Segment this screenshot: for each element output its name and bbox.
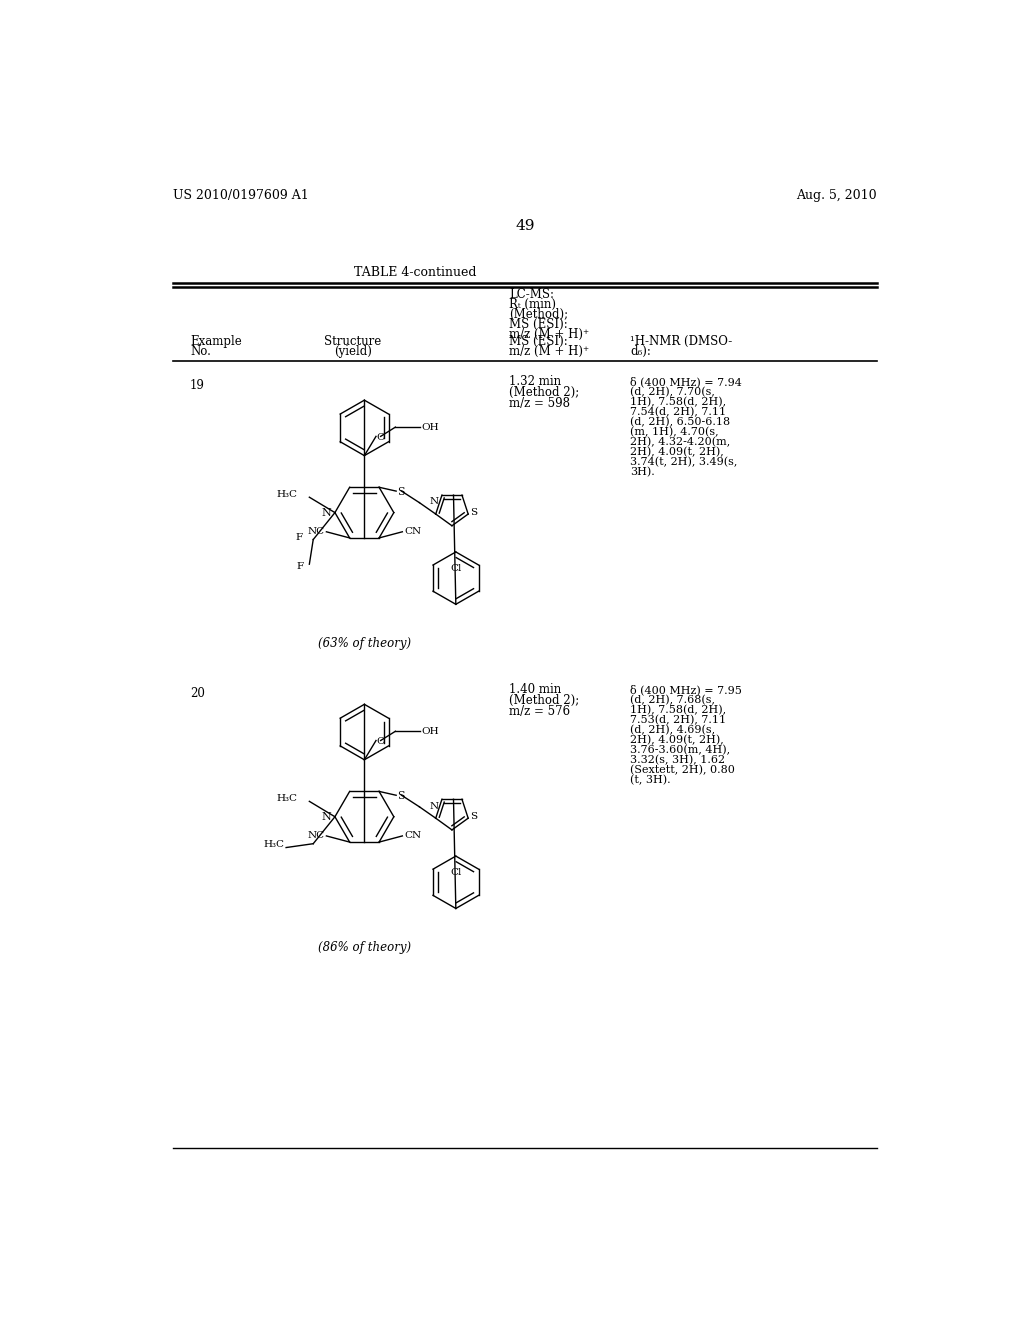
Text: Aug. 5, 2010: Aug. 5, 2010 <box>796 189 877 202</box>
Text: (d, 2H), 7.70(s,: (d, 2H), 7.70(s, <box>630 387 715 397</box>
Text: m/z = 598: m/z = 598 <box>509 397 570 409</box>
Text: 20: 20 <box>190 686 205 700</box>
Text: NC: NC <box>308 832 325 841</box>
Text: Cl: Cl <box>451 564 462 573</box>
Text: d₆):: d₆): <box>630 345 651 358</box>
Text: (m, 1H), 4.70(s,: (m, 1H), 4.70(s, <box>630 426 719 437</box>
Text: H₃C: H₃C <box>263 840 285 849</box>
Text: 1H), 7.58(d, 2H),: 1H), 7.58(d, 2H), <box>630 396 726 407</box>
Text: 1H), 7.58(d, 2H),: 1H), 7.58(d, 2H), <box>630 705 726 715</box>
Text: δ (400 MHz) = 7.95: δ (400 MHz) = 7.95 <box>630 684 742 696</box>
Text: ¹H-NMR (DMSO-: ¹H-NMR (DMSO- <box>630 335 732 348</box>
Text: O: O <box>377 737 385 746</box>
Text: m/z = 576: m/z = 576 <box>509 705 570 718</box>
Text: 2H), 4.09(t, 2H),: 2H), 4.09(t, 2H), <box>630 734 724 744</box>
Text: N: N <box>430 498 439 507</box>
Text: 1.32 min: 1.32 min <box>509 375 561 388</box>
Text: 2H), 4.32-4.20(m,: 2H), 4.32-4.20(m, <box>630 437 730 447</box>
Text: Structure: Structure <box>325 335 381 348</box>
Text: (63% of theory): (63% of theory) <box>317 638 411 649</box>
Text: Cl: Cl <box>451 869 462 878</box>
Text: 3H).: 3H). <box>630 467 655 477</box>
Text: 3.76-3.60(m, 4H),: 3.76-3.60(m, 4H), <box>630 744 730 755</box>
Text: NC: NC <box>308 527 325 536</box>
Text: 19: 19 <box>190 379 205 392</box>
Text: (Method 2);: (Method 2); <box>509 694 580 708</box>
Text: 3.74(t, 2H), 3.49(s,: 3.74(t, 2H), 3.49(s, <box>630 457 737 467</box>
Text: 7.54(d, 2H), 7.11: 7.54(d, 2H), 7.11 <box>630 407 726 417</box>
Text: (d, 2H), 7.68(s,: (d, 2H), 7.68(s, <box>630 694 715 705</box>
Text: Example: Example <box>190 335 242 348</box>
Text: N: N <box>430 801 439 810</box>
Text: (Sextett, 2H), 0.80: (Sextett, 2H), 0.80 <box>630 764 735 775</box>
Text: OH: OH <box>422 422 439 432</box>
Text: N: N <box>322 508 331 517</box>
Text: (d, 2H), 6.50-6.18: (d, 2H), 6.50-6.18 <box>630 417 730 426</box>
Text: 49: 49 <box>515 219 535 234</box>
Text: TABLE 4-continued: TABLE 4-continued <box>353 265 476 279</box>
Text: H₃C: H₃C <box>276 793 298 803</box>
Text: H₃C: H₃C <box>276 490 298 499</box>
Text: 3.32(s, 3H), 1.62: 3.32(s, 3H), 1.62 <box>630 755 725 766</box>
Text: (Method);: (Method); <box>509 308 568 321</box>
Text: CN: CN <box>403 527 421 536</box>
Text: (d, 2H), 4.69(s,: (d, 2H), 4.69(s, <box>630 725 716 735</box>
Text: δ (400 MHz) = 7.94: δ (400 MHz) = 7.94 <box>630 376 742 387</box>
Text: O: O <box>377 433 385 442</box>
Text: (Method 2);: (Method 2); <box>509 385 580 399</box>
Text: m/z (M + H)⁺: m/z (M + H)⁺ <box>509 345 590 358</box>
Text: 1.40 min: 1.40 min <box>509 684 561 696</box>
Text: MS (ESI):: MS (ESI): <box>509 318 568 331</box>
Text: F: F <box>296 562 303 572</box>
Text: S: S <box>397 487 404 496</box>
Text: Rₜ (min): Rₜ (min) <box>509 298 556 312</box>
Text: F: F <box>295 533 302 541</box>
Text: (86% of theory): (86% of theory) <box>317 941 411 954</box>
Text: CN: CN <box>403 832 421 841</box>
Text: m/z (M + H)⁺: m/z (M + H)⁺ <box>509 329 590 342</box>
Text: 2H), 4.09(t, 2H),: 2H), 4.09(t, 2H), <box>630 446 724 457</box>
Text: N: N <box>322 812 331 822</box>
Text: S: S <box>397 791 404 801</box>
Text: 7.53(d, 2H), 7.11: 7.53(d, 2H), 7.11 <box>630 714 726 725</box>
Text: MS (ESI):: MS (ESI): <box>509 335 568 348</box>
Text: OH: OH <box>422 727 439 735</box>
Text: LC-MS:: LC-MS: <box>509 288 554 301</box>
Text: S: S <box>470 508 477 517</box>
Text: US 2010/0197609 A1: US 2010/0197609 A1 <box>173 189 308 202</box>
Text: S: S <box>470 812 477 821</box>
Text: (t, 3H).: (t, 3H). <box>630 775 671 785</box>
Text: (yield): (yield) <box>334 345 372 358</box>
Text: No.: No. <box>190 345 211 358</box>
